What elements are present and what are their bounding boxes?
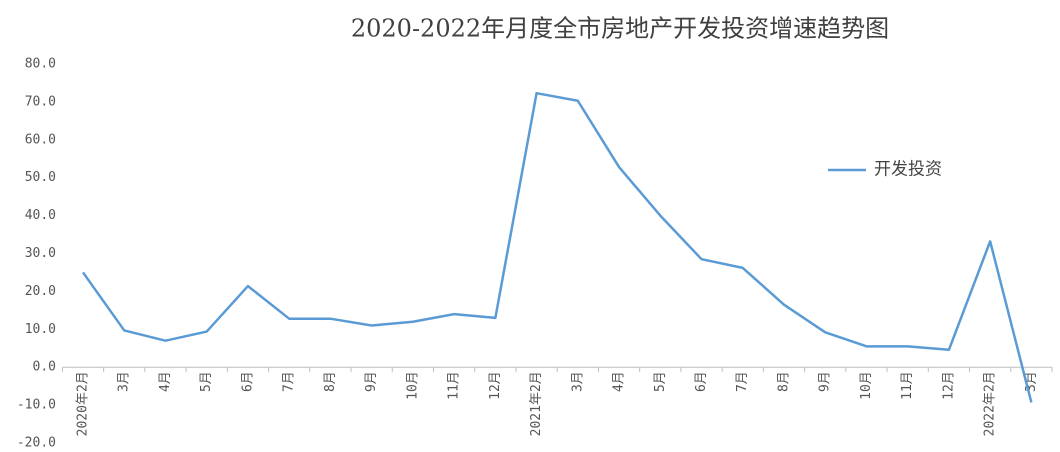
x-tick-label: 11月 [447,371,462,400]
x-tick-label: 5月 [199,371,214,392]
x-tick-label: 9月 [364,371,379,392]
x-tick-label: 2020年2月 [76,371,91,436]
x-tick-label: 8月 [323,371,338,392]
x-tick-label: 7月 [282,371,297,392]
legend-label: 开发投资 [874,160,942,180]
y-tick-label: 40.0 [25,208,56,223]
x-tick-label: 11月 [900,371,915,400]
y-tick-label: 70.0 [25,94,56,109]
line [81,91,1033,403]
x-tick-label: 6月 [694,371,709,392]
x-tick-label: 3月 [570,371,585,392]
x-tick-label: 5月 [653,371,668,392]
x-tick-label: 10月 [405,371,420,400]
x-tick-label: 8月 [776,371,791,392]
x-tick-label: 10月 [859,371,874,400]
x-tick-label: 7月 [735,371,750,392]
x-tick-label: 3月 [117,371,132,392]
x-tick-label: 4月 [158,371,173,392]
x-tick-label: 4月 [612,371,627,392]
y-tick-label: 50.0 [25,170,56,185]
y-tick-label: 20.0 [25,284,56,299]
x-tick-label: 2022年2月 [983,371,998,436]
y-tick-label: 60.0 [25,132,56,147]
x-tick-label: 12月 [941,371,956,400]
x-tick-label: 2021年2月 [529,371,544,436]
x-tick-label: 9月 [818,371,833,392]
y-tick-label: 10.0 [25,322,56,337]
x-tick-label: 12月 [488,371,503,400]
chart-title: 2020-2022年月度全市房地产开发投资增速趋势图 [351,15,889,43]
y-tick-label: 80.0 [25,57,56,72]
y-tick-label: 0.0 [33,360,56,375]
y-tick-label: -10.0 [17,398,56,413]
x-tick-label: 6月 [240,371,255,392]
y-tick-label: -20.0 [17,436,56,451]
y-tick-label: 30.0 [25,246,56,261]
